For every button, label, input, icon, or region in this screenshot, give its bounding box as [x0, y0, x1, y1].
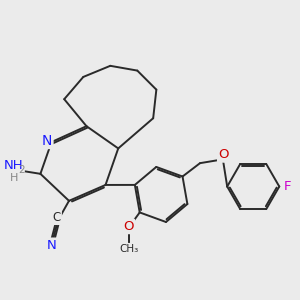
Text: N: N — [42, 134, 52, 148]
Text: N: N — [46, 239, 56, 252]
Text: C: C — [52, 211, 61, 224]
Text: H: H — [10, 172, 18, 183]
Text: F: F — [284, 180, 291, 193]
Text: CH₃: CH₃ — [119, 244, 138, 254]
Text: 2: 2 — [18, 165, 25, 175]
Text: O: O — [218, 148, 229, 161]
Text: O: O — [123, 220, 134, 233]
Text: NH: NH — [4, 159, 23, 172]
